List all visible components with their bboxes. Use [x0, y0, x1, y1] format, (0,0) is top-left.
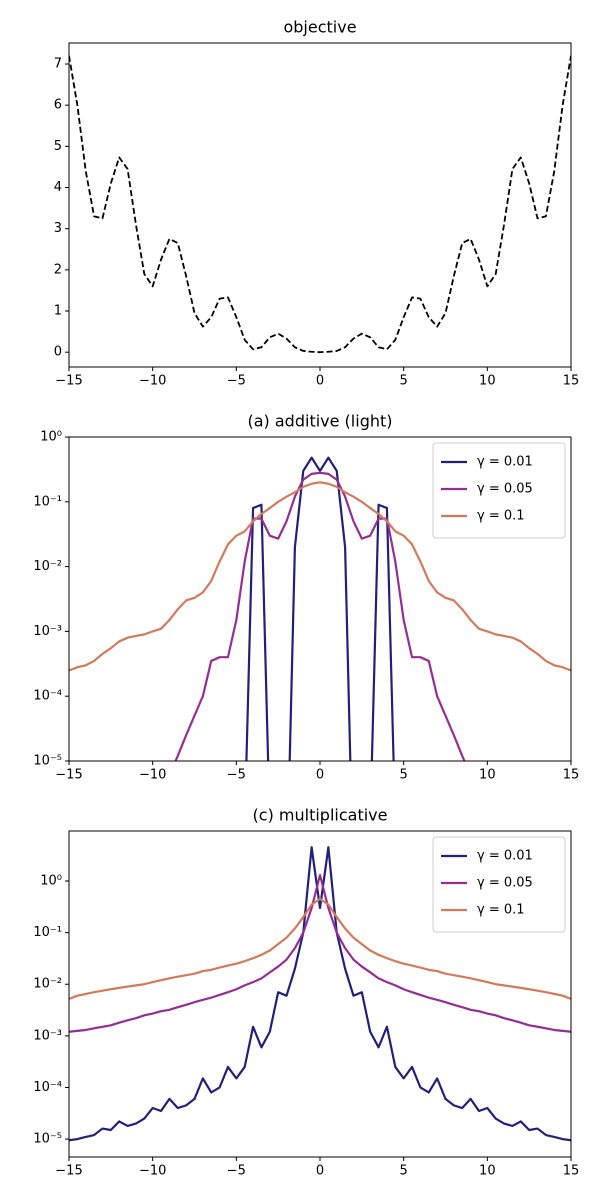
legend-label: γ = 0.1 [477, 509, 525, 524]
x-tick-label: −5 [227, 768, 246, 783]
x-tick-label: −15 [55, 374, 82, 389]
y-tick-label: 1 [54, 304, 62, 319]
x-tick-label: 10 [479, 374, 496, 389]
y-tick-label: 6 [54, 98, 62, 113]
x-tick-label: 0 [316, 1164, 324, 1179]
legend-label: γ = 0.01 [477, 849, 533, 864]
legend-label: γ = 0.05 [477, 876, 533, 891]
subplot-title: (c) multiplicative [253, 806, 388, 825]
x-tick-label: −10 [139, 768, 166, 783]
x-tick-label: −10 [139, 1164, 166, 1179]
y-tick-label: 0 [54, 345, 62, 360]
subplot: (a) additive (light) −15 −10 −5 0 5 10 15 10⁰ 10⁻… [33, 412, 580, 783]
x-tick-label: 5 [400, 1164, 408, 1179]
series-line [174, 471, 466, 761]
x-tick-label: 15 [563, 768, 580, 783]
x-tick-label: 0 [316, 768, 324, 783]
x-tick-label: −5 [227, 374, 246, 389]
series-line [69, 481, 571, 672]
y-tick-label: 3 [54, 221, 62, 236]
x-tick-label: 10 [479, 1164, 496, 1179]
legend-box [432, 442, 566, 539]
subplot-title: (a) additive (light) [248, 412, 393, 431]
x-tick-label: 0 [316, 374, 324, 389]
series-line [69, 55, 571, 354]
x-tick-label: −10 [139, 374, 166, 389]
series-line [69, 874, 571, 1033]
series-line [69, 897, 571, 1000]
x-tick-label: −15 [55, 768, 82, 783]
x-tick-label: 10 [479, 768, 496, 783]
legend-label: γ = 0.01 [477, 455, 533, 470]
y-tick-label: 10⁰ [40, 873, 62, 888]
y-tick-label: 10⁻³ [33, 1028, 62, 1043]
legend-label: γ = 0.1 [477, 903, 525, 918]
y-tick-label: 10⁻¹ [33, 925, 62, 940]
y-tick-label: 10⁻¹ [33, 494, 62, 509]
y-tick-label: 10⁰ [40, 430, 62, 445]
y-tick-label: 5 [54, 139, 62, 154]
subplot-title: objective [283, 18, 356, 37]
axes-frame [68, 436, 572, 762]
x-tick-label: −5 [227, 1164, 246, 1179]
legend-box [432, 836, 566, 933]
series-line [69, 846, 571, 1142]
x-tick-label: 5 [400, 768, 408, 783]
y-tick-label: 2 [54, 262, 62, 277]
x-tick-label: −15 [55, 1164, 82, 1179]
series-line [245, 456, 395, 761]
y-tick-label: 4 [54, 180, 62, 195]
y-tick-label: 10⁻⁴ [33, 689, 62, 704]
legend-label: γ = 0.05 [477, 482, 533, 497]
y-tick-label: 10⁻⁵ [33, 754, 62, 769]
subplot: (c) multiplicative −15 −10 −5 0 5 10 15 10⁰ 10⁻¹ 1… [33, 806, 579, 1179]
x-tick-label: 15 [563, 374, 580, 389]
subplot: objective −15 −10 −5 0 5 10 15 0 1 2 3 4 5 6 7 [54, 18, 580, 389]
y-tick-label: 10⁻⁵ [33, 1132, 62, 1147]
y-tick-label: 7 [54, 56, 62, 71]
y-tick-label: 10⁻⁴ [33, 1080, 62, 1095]
axes-frame [68, 42, 572, 368]
y-tick-label: 10⁻² [33, 559, 62, 574]
axes-frame [68, 830, 572, 1158]
y-tick-label: 10⁻² [33, 977, 62, 992]
y-tick-label: 10⁻³ [33, 624, 62, 639]
x-tick-label: 5 [400, 374, 408, 389]
x-tick-label: 15 [563, 1164, 580, 1179]
